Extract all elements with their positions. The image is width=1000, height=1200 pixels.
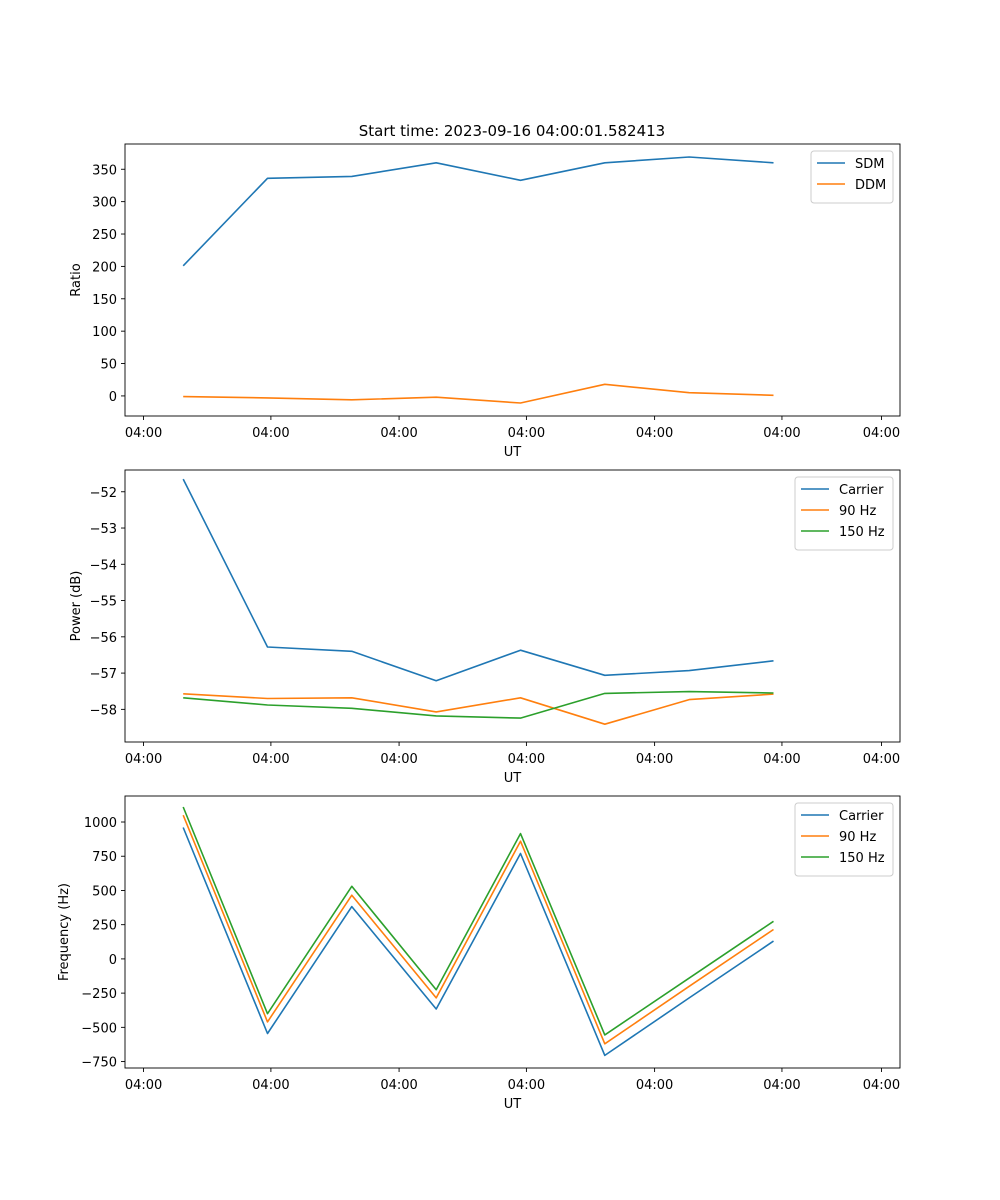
legend-box: [810, 150, 894, 204]
y-tick-label: −250: [81, 987, 117, 1002]
legend-label: 90 Hz: [839, 504, 876, 519]
y-tick-label: 0: [109, 390, 117, 405]
legend-label: 90 Hz: [839, 830, 876, 845]
x-tick-label: 04:00: [636, 1078, 673, 1093]
y-tick-label: −57: [90, 667, 117, 682]
x-tick-label: 04:00: [508, 1078, 545, 1093]
plot-frame: [124, 795, 901, 1069]
x-tick-label: 04:00: [125, 752, 162, 767]
legend-label: Carrier: [839, 483, 884, 498]
y-tick-label: 250: [92, 919, 117, 934]
y-tick-label: 350: [92, 163, 117, 178]
series-line-90-hz: [183, 693, 774, 726]
x-tick-label: 04:00: [863, 1078, 900, 1093]
y-axis-label: Frequency (Hz): [57, 883, 72, 981]
y-tick-label: −750: [81, 1056, 117, 1071]
series-line-carrier: [182, 478, 774, 682]
chart-1: 04:00 04:00 04:00 04:00 04:00 04:00 04:00 0 50 10…: [69, 143, 901, 460]
y-tick-label: 500: [92, 884, 117, 899]
y-tick-label: 1000: [84, 816, 117, 831]
y-tick-label: 0: [109, 953, 117, 968]
x-axis-label: UT: [504, 445, 522, 460]
series-line-sdm: [182, 156, 774, 267]
series-line-150-hz: [182, 806, 774, 1036]
y-tick-label: 150: [92, 293, 117, 308]
x-axis-label: UT: [504, 1097, 522, 1112]
series-line-ddm: [183, 383, 774, 404]
y-tick-label: −54: [90, 558, 117, 573]
x-tick-label: 04:00: [380, 426, 417, 441]
x-tick-label: 04:00: [508, 752, 545, 767]
x-tick-label: 04:00: [380, 752, 417, 767]
y-axis-label: Ratio: [69, 263, 84, 296]
legend-label: 150 Hz: [839, 851, 885, 866]
y-tick-label: 50: [100, 358, 117, 373]
x-tick-label: 04:00: [636, 426, 673, 441]
chart-2: 04:00 04:00 04:00 04:00 04:00 04:00 04:00 −58 −5…: [69, 469, 901, 786]
y-tick-label: −56: [90, 631, 117, 646]
series-line-90-hz: [182, 814, 774, 1045]
x-tick-label: 04:00: [252, 752, 289, 767]
legend-label: Carrier: [839, 809, 884, 824]
legend-label: 150 Hz: [839, 525, 885, 540]
plot-frame: [124, 143, 901, 417]
y-tick-label: 250: [92, 228, 117, 243]
x-axis-label: UT: [504, 771, 522, 786]
y-tick-label: −53: [90, 522, 117, 537]
x-tick-label: 04:00: [508, 426, 545, 441]
x-tick-label: 04:00: [636, 752, 673, 767]
x-tick-label: 04:00: [863, 752, 900, 767]
legend-label: DDM: [855, 178, 886, 193]
legend-label: SDM: [855, 157, 884, 172]
series-line-carrier: [182, 827, 774, 1057]
y-tick-label: −500: [81, 1021, 117, 1036]
series-line-150-hz: [183, 690, 774, 719]
x-tick-label: 04:00: [763, 752, 800, 767]
y-tick-label: −52: [90, 486, 117, 501]
x-tick-label: 04:00: [252, 1078, 289, 1093]
plot-frame: [124, 469, 901, 743]
y-tick-label: 100: [92, 325, 117, 340]
x-tick-label: 04:00: [763, 1078, 800, 1093]
x-tick-label: 04:00: [125, 1078, 162, 1093]
x-tick-label: 04:00: [763, 426, 800, 441]
y-tick-label: 300: [92, 196, 117, 211]
y-tick-label: 200: [92, 260, 117, 275]
legend: Carrier 90 Hz 150 Hz: [794, 476, 894, 551]
chart-3: 04:00 04:00 04:00 04:00 04:00 04:00 04:00 −750 −…: [57, 795, 901, 1112]
x-tick-label: 04:00: [380, 1078, 417, 1093]
legend: Carrier 90 Hz 150 Hz: [794, 802, 894, 877]
x-tick-label: 04:00: [125, 426, 162, 441]
y-tick-label: 750: [92, 850, 117, 865]
y-tick-label: −58: [90, 703, 117, 718]
chart-panels: 04:00 04:00 04:00 04:00 04:00 04:00 04:00 0 50 10…: [57, 143, 901, 1112]
y-tick-label: −55: [90, 595, 117, 610]
x-tick-label: 04:00: [252, 426, 289, 441]
legend: SDM DDM: [810, 150, 894, 204]
figure-title: Start time: 2023-09-16 04:00:01.582413: [359, 122, 665, 140]
x-tick-label: 04:00: [863, 426, 900, 441]
y-axis-label: Power (dB): [69, 571, 84, 642]
